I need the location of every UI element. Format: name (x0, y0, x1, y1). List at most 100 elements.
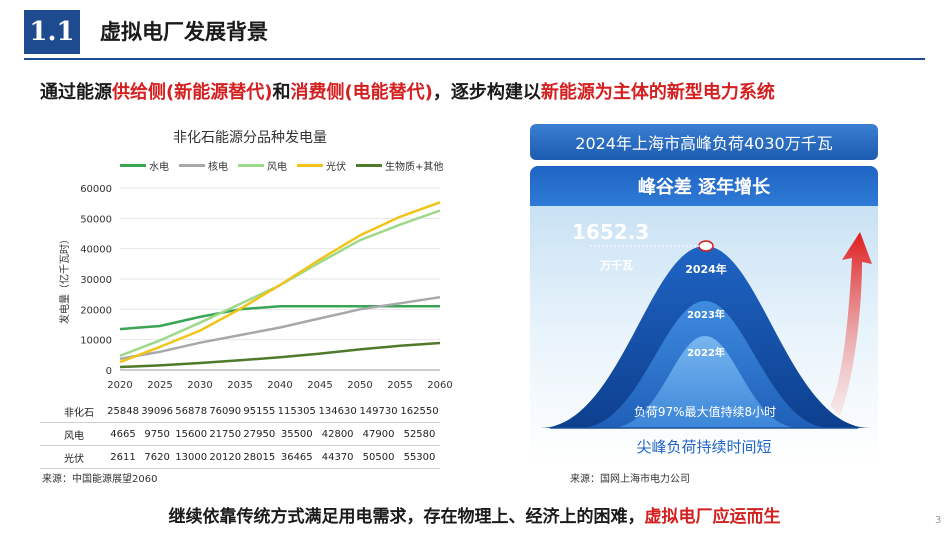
y-tick-label: 50000 (80, 214, 112, 225)
table-cell: 20120 (208, 445, 243, 469)
y-tick-label: 10000 (80, 336, 112, 347)
y-tick-label: 40000 (80, 245, 112, 256)
table-cell: 47900 (358, 422, 399, 446)
page-title: 虚拟电厂发展背景 (100, 20, 268, 44)
series-line-光伏 (119, 201, 441, 364)
table-cell: 25848 (106, 400, 141, 423)
peak-unit: 万千瓦 (599, 258, 633, 272)
legend-label: 核电 (208, 162, 228, 173)
chart-title: 非化石能源分品种发电量 (173, 130, 327, 146)
row-label: 光伏 (40, 445, 106, 469)
x-tick-label: 2025 (147, 380, 172, 391)
headline-part: ，逐步构建以 (432, 82, 541, 103)
headline-part: 和 (272, 82, 291, 103)
series-line-风电 (119, 209, 441, 357)
table-cell: 7620 (140, 445, 175, 469)
page-number: 3 (935, 515, 942, 526)
y-axis-label: 发电量（亿千瓦时） (58, 234, 71, 324)
series-line-核电 (119, 295, 441, 361)
x-tick-label: 2030 (187, 380, 212, 391)
table-cell: 4665 (106, 422, 141, 446)
table-cell: 36465 (276, 445, 318, 469)
table-cell: 2611 (106, 445, 141, 469)
year-2022-label: 2022年 (687, 346, 725, 359)
table-cell: 52580 (398, 422, 440, 446)
peak-value: 1652.3 (572, 220, 649, 244)
y-tick-label: 0 (106, 366, 112, 377)
legend-swatch (179, 164, 205, 167)
y-tick-label: 60000 (80, 184, 112, 195)
data-table: 非化石 25848 39096 56878 76090 95155 115305 134630… (40, 400, 440, 469)
chart-legend: 水电 核电 风电 光伏 生物质+其他 (120, 158, 443, 173)
table-cell: 42800 (317, 422, 359, 446)
y-tick-label: 20000 (80, 305, 112, 316)
table-cell: 28015 (242, 445, 277, 469)
row-label: 风电 (40, 422, 106, 446)
legend-item: 核电 (179, 158, 228, 173)
source-right: 来源：国网上海市电力公司 (570, 474, 690, 485)
panel-title: 峰谷差 逐年增长 (638, 176, 771, 198)
x-tick-label: 2045 (307, 380, 332, 391)
table-cell: 9750 (140, 422, 175, 446)
legend-label: 光伏 (326, 162, 346, 173)
source-left: 来源：中国能源展望2060 (42, 474, 158, 485)
line-chart: 0 10000 20000 30000 40000 50000 60000 2020 2025 2… (58, 184, 453, 391)
table-cell: 13000 (174, 445, 209, 469)
section-number-badge: 1.1 (24, 10, 80, 54)
table-cell: 115305 (276, 400, 318, 423)
title-divider (24, 58, 925, 60)
peak-marker (698, 240, 714, 252)
x-tick-label: 2060 (427, 380, 452, 391)
panel-footer: 尖峰负荷持续时间短 (636, 438, 771, 456)
headline-highlight-supply: 供给侧(新能源替代) (112, 82, 273, 103)
table-cell: 149730 (358, 400, 399, 423)
conclusion-text: 继续依靠传统方式满足用电需求，存在物理上、经济上的困难，虚拟电厂应运而生 (0, 502, 949, 527)
legend-label: 水电 (149, 162, 169, 173)
growth-arrow (830, 232, 872, 416)
table-cell: 35500 (276, 422, 318, 446)
table-cell: 21750 (208, 422, 243, 446)
table-cell: 15600 (174, 422, 209, 446)
x-tick-label: 2020 (107, 380, 132, 391)
row-label: 非化石 (40, 400, 106, 423)
load-curve-graphic: 峰谷差 逐年增长 1652.3 万千瓦 2024年 2023年 2022年 负荷… (530, 166, 878, 456)
table-cell: 50500 (358, 445, 399, 469)
year-2023-label: 2023年 (687, 308, 725, 321)
table-cell: 27950 (242, 422, 277, 446)
table-cell: 39096 (140, 400, 175, 423)
peak-load-banner: 2024年上海市高峰负荷4030万千瓦 (530, 124, 878, 160)
legend-item: 风电 (238, 158, 287, 173)
conclusion-part: 继续依靠传统方式满足用电需求，存在物理上、经济上的困难， (168, 507, 645, 527)
x-tick-label: 2050 (347, 380, 372, 391)
headline-part: 通过能源 (40, 82, 112, 103)
headline-highlight-system: 新能源为主体的新型电力系统 (540, 82, 775, 103)
conclusion-highlight: 虚拟电厂应运而生 (644, 507, 781, 527)
panel-title-bar (530, 166, 878, 206)
load-duration-note: 负荷97%最大值持续8小时 (634, 404, 776, 419)
legend-item: 水电 (120, 158, 169, 173)
table-row: 风电 4665 9750 15600 21750 27950 35500 42800 47900… (40, 422, 440, 446)
legend-label: 风电 (267, 162, 287, 173)
legend-item: 生物质+其他 (356, 158, 443, 173)
legend-item: 光伏 (297, 158, 346, 173)
table-row: 光伏 2611 7620 13000 20120 28015 36465 44370 50500… (40, 445, 440, 469)
y-tick-label: 30000 (80, 275, 112, 286)
x-tick-label: 2055 (387, 380, 412, 391)
table-row: 非化石 25848 39096 56878 76090 95155 115305 134630… (40, 400, 440, 423)
headline: 通过能源供给侧(新能源替代)和消费侧(电能替代)，逐步构建以新能源为主体的新型电… (40, 78, 775, 104)
headline-highlight-demand: 消费侧(电能替代) (290, 82, 433, 103)
x-tick-label: 2035 (227, 380, 252, 391)
table-cell: 162550 (398, 400, 440, 423)
table-cell: 56878 (174, 400, 209, 423)
legend-swatch (238, 164, 264, 167)
peak-valley-panel: 峰谷差 逐年增长 1652.3 万千瓦 2024年 2023年 2022年 负荷… (530, 166, 878, 464)
table-cell: 95155 (242, 400, 277, 423)
table-cell: 44370 (317, 445, 359, 469)
table-cell: 134630 (317, 400, 359, 423)
legend-swatch (120, 164, 146, 167)
x-tick-label: 2040 (267, 380, 292, 391)
year-2024-label: 2024年 (685, 262, 727, 276)
legend-swatch (297, 164, 323, 167)
legend-swatch (356, 164, 382, 167)
curve-2022 (610, 336, 800, 428)
